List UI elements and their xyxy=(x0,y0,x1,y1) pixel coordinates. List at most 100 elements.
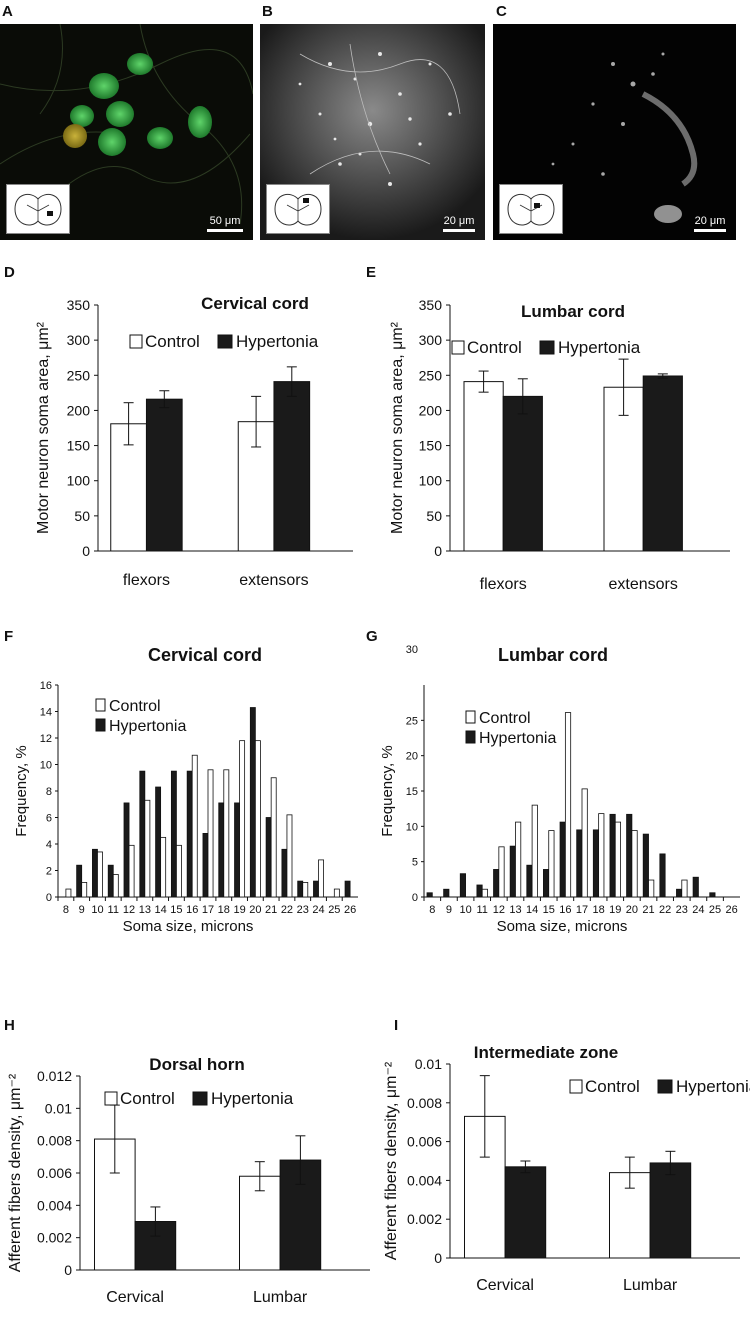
panel-letter-i: I xyxy=(394,1017,399,1034)
y-tick-label: 0.012 xyxy=(37,1068,72,1084)
y-tick-label: 200 xyxy=(67,402,91,418)
bar-control-16 xyxy=(564,712,572,898)
x-tick-label: 11 xyxy=(476,904,487,916)
y-tick-label: 150 xyxy=(419,438,443,454)
panel-letter-c: C xyxy=(496,3,507,20)
bar-control-8 xyxy=(65,888,72,898)
x-tick-label: 20 xyxy=(249,904,261,916)
bar-control-flexors xyxy=(463,381,504,552)
y-tick-label: 350 xyxy=(419,297,443,313)
x-tick-label: 24 xyxy=(692,904,704,916)
scalebar-b-label: 20 μm xyxy=(443,215,475,227)
x-tick-label: 19 xyxy=(609,904,621,916)
y-tick-label: 300 xyxy=(419,332,443,348)
bar-control-20 xyxy=(254,740,261,898)
y-tick-label: 300 xyxy=(67,332,91,348)
chart-title: Cervical cord xyxy=(201,294,309,313)
panel-letter-d: D xyxy=(4,264,15,281)
x-axis-label: Soma size, microns xyxy=(497,918,628,935)
x-tick-label: 24 xyxy=(312,904,324,916)
bar-control-19 xyxy=(239,740,246,898)
category-label: extensors xyxy=(609,576,678,593)
legend-label-control: Control xyxy=(120,1089,175,1108)
legend-swatch-hypertonia xyxy=(217,334,233,349)
bar-hypertonia-9 xyxy=(76,864,83,898)
bar-hypertonia-12 xyxy=(493,869,500,898)
y-tick-label: 0.01 xyxy=(45,1100,72,1116)
panel-letter-b: B xyxy=(262,3,273,20)
x-tick-label: 10 xyxy=(459,904,471,916)
x-tick-label: 18 xyxy=(593,904,605,916)
x-tick-label: 8 xyxy=(429,904,435,916)
bar-hypertonia-15 xyxy=(170,770,177,898)
y-tick-label: 0 xyxy=(434,543,442,559)
legend-label-hypertonia: Hypertonia xyxy=(109,718,186,735)
legend-swatch-control xyxy=(95,698,106,712)
x-tick-label: 13 xyxy=(139,904,151,916)
y-tick-label: 100 xyxy=(419,473,443,489)
bar-hypertonia-14 xyxy=(526,864,533,898)
bar-control-23 xyxy=(681,879,688,898)
bar-hypertonia-11 xyxy=(476,884,483,898)
spinal-cord-inset-c xyxy=(499,184,563,234)
bar-control-13 xyxy=(144,799,151,898)
bar-control-cervical xyxy=(94,1138,136,1271)
legend-label-control: Control xyxy=(467,338,522,357)
x-tick-label: 9 xyxy=(79,904,85,916)
bar-hypertonia-10 xyxy=(459,873,466,898)
micrograph-a: 50 μm xyxy=(0,24,253,240)
legend-swatch-control xyxy=(451,340,465,355)
bar-hypertonia-18 xyxy=(218,802,225,898)
bar-hypertonia-13 xyxy=(139,770,146,898)
bar-control-21 xyxy=(648,879,655,898)
chart-e: 0 50 100 150 200 250 300 350 Motor neuron soma a… xyxy=(360,285,740,630)
bar-control-lumbar xyxy=(239,1175,281,1271)
bar-hypertonia-lumbar xyxy=(649,1162,692,1259)
panel-letter-g: G xyxy=(366,628,378,645)
y-tick-label: 0.004 xyxy=(407,1172,442,1188)
y-tick-label: 0 xyxy=(82,543,90,559)
scalebar-a-label: 50 μm xyxy=(209,215,241,227)
bar-control-21 xyxy=(270,777,277,898)
y-tick-label: 350 xyxy=(67,297,91,313)
y-tick-label: 20 xyxy=(406,751,418,763)
bar-hypertonia-21 xyxy=(265,817,272,898)
y-tick-label: 14 xyxy=(40,707,52,719)
bar-control-9 xyxy=(81,882,88,898)
x-tick-label: 26 xyxy=(344,904,356,916)
panel-letter-a: A xyxy=(2,3,13,20)
spinal-cord-inset-b xyxy=(266,184,330,234)
legend-label-control: Control xyxy=(145,332,200,351)
x-tick-label: 19 xyxy=(233,904,245,916)
scalebar-a: 50 μm xyxy=(207,215,243,232)
bar-control-16 xyxy=(191,754,198,898)
bar-hypertonia-24 xyxy=(692,876,699,898)
legend-swatch-hypertonia xyxy=(192,1091,208,1106)
category-label: Cervical xyxy=(476,1277,534,1294)
y-tick-label: 0.008 xyxy=(407,1095,442,1111)
y-tick-label: 200 xyxy=(419,402,443,418)
bar-control-11 xyxy=(481,888,488,898)
y-tick-label: 0.004 xyxy=(37,1197,72,1213)
legend-label-control: Control xyxy=(479,710,531,727)
bar-control-flexors xyxy=(110,423,147,552)
bar-hypertonia-24 xyxy=(313,880,319,898)
bar-control-14 xyxy=(160,836,167,898)
x-tick-label: 12 xyxy=(123,904,135,916)
x-tick-label: 21 xyxy=(265,904,277,916)
bar-hypertonia-18 xyxy=(592,829,600,898)
chart-title: Dorsal horn xyxy=(149,1055,244,1074)
y-tick-label: 0 xyxy=(46,892,52,904)
bar-hypertonia-flexors xyxy=(502,395,543,552)
chart-i: 0 0.002 0.004 0.006 0.008 0.01 Afferent fibers… xyxy=(380,1043,750,1318)
y-axis-label: Afferent fibers density, μm⁻² xyxy=(7,1073,24,1272)
legend-swatch-hypertonia xyxy=(657,1079,673,1094)
bar-hypertonia-10 xyxy=(92,848,98,898)
panel-letter-f: F xyxy=(4,628,14,645)
bar-hypertonia-extensors xyxy=(642,375,683,552)
y-tick-label: 2 xyxy=(46,866,52,878)
y-tick-label: 250 xyxy=(419,367,443,383)
x-tick-label: 15 xyxy=(543,904,555,916)
y-tick-label: 25 xyxy=(406,715,418,727)
y-tick-label: 250 xyxy=(67,367,91,383)
